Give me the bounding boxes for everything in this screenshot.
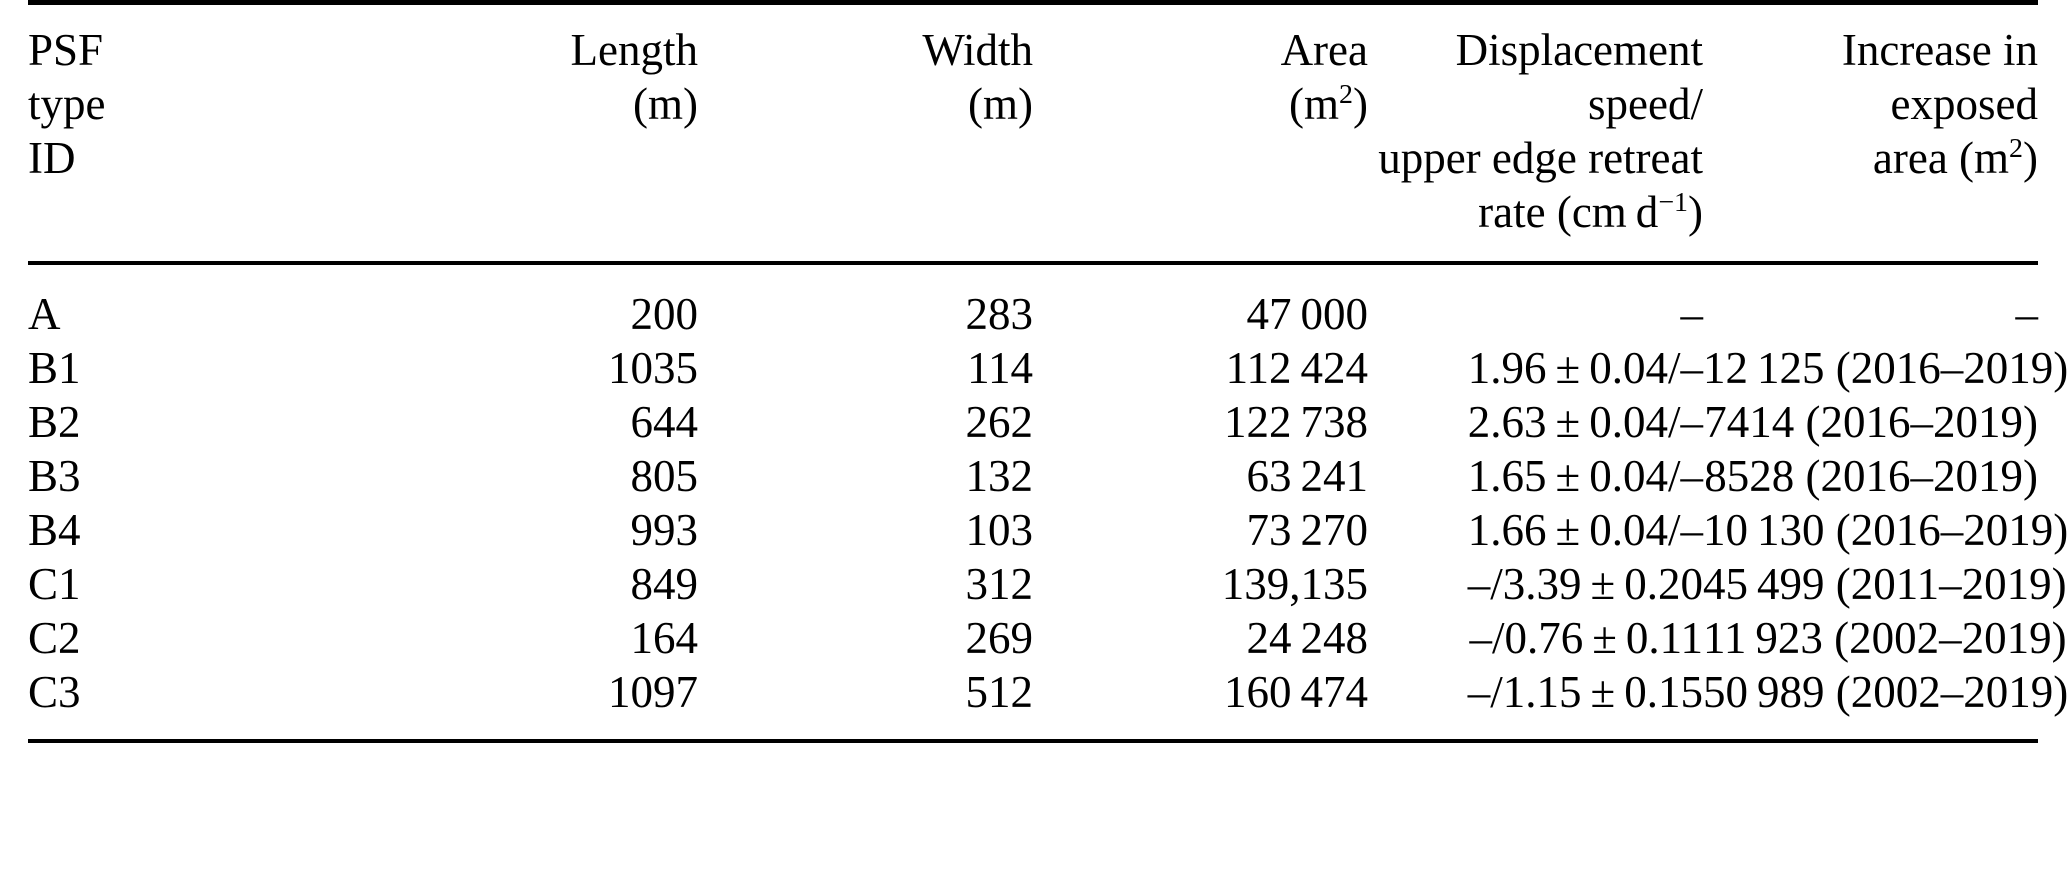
header-line-length-unit: (m): [633, 79, 698, 129]
header-line-id: ID: [28, 133, 76, 183]
cell-exposed-area: 10 130 (2016–2019): [1703, 505, 2067, 555]
table-body: A 200 283 47 000 – – B1 1035 114 112 424…: [28, 265, 2067, 741]
cell-width: 114: [967, 343, 1033, 393]
cell-speed: –/1.15 ± 0.15: [1467, 667, 1703, 717]
cell-speed: –/3.39 ± 0.20: [1467, 559, 1703, 609]
rate-unit-suffix: ): [1688, 187, 1703, 237]
cell-psf-id: C2: [28, 613, 81, 663]
cell-psf-id: B4: [28, 505, 81, 555]
bottom-rule-line: [28, 739, 2038, 745]
cell-psf-id: A: [28, 289, 61, 339]
cell-area: 139,135: [1221, 559, 1368, 609]
cell-area: 73 270: [1246, 505, 1368, 555]
header-line-width-unit: (m): [968, 79, 1033, 129]
exposed-unit-exponent: 2: [2009, 133, 2023, 164]
cell-length: 1097: [608, 667, 698, 717]
table-row: B1 1035 114 112 424 1.96 ± 0.04/– 12 125…: [28, 341, 2067, 395]
cell-area: 24 248: [1246, 613, 1368, 663]
cell-psf-id: C1: [28, 559, 81, 609]
column-header-length: Length (m): [363, 5, 698, 263]
cell-area: 47 000: [1246, 289, 1368, 339]
top-rule-line: [28, 0, 2038, 7]
column-header-increase-exposed-area: Increase in exposed area (m2): [1703, 5, 2038, 263]
cell-speed: 1.65 ± 0.04/–: [1467, 451, 1703, 501]
cell-width: 103: [965, 505, 1034, 555]
exposed-unit-suffix: ): [2023, 133, 2038, 183]
cell-length: 849: [630, 559, 699, 609]
exposed-unit-prefix: area (m: [1872, 133, 2010, 183]
cell-speed: –/0.76 ± 0.11: [1469, 613, 1703, 663]
header-line-psf: PSF: [28, 25, 104, 75]
area-unit-suffix: ): [1353, 79, 1368, 129]
table-row: C2 164 269 24 248 –/0.76 ± 0.11 11 923 (…: [28, 611, 2067, 665]
table-bottom-rule: [28, 739, 2038, 745]
column-header-width: Width (m): [698, 5, 1033, 263]
header-line-length: Length: [570, 25, 698, 75]
header-line-rate-unit: rate (cm d−1): [1368, 185, 1703, 239]
cell-psf-id: B1: [28, 343, 81, 393]
table-footer: [28, 739, 2038, 745]
cell-length: 644: [630, 397, 699, 447]
cell-psf-id: C3: [28, 667, 81, 717]
cell-length: 200: [630, 289, 699, 339]
cell-exposed-area: 12 125 (2016–2019): [1703, 343, 2067, 393]
table-row: A 200 283 47 000 – –: [28, 265, 2038, 341]
cell-speed: 2.63 ± 0.04/–: [1467, 397, 1703, 447]
cell-psf-id: B2: [28, 397, 81, 447]
cell-width: 132: [965, 451, 1034, 501]
cell-length: 993: [630, 505, 699, 555]
cell-speed: 1.66 ± 0.04/–: [1467, 505, 1703, 555]
cell-exposed-area: 8528 (2016–2019): [1704, 451, 2038, 501]
table-row: B2 644 262 122 738 2.63 ± 0.04/– 7414 (2…: [28, 395, 2038, 449]
table-row: C3 1097 512 160 474 –/1.15 ± 0.15 50 989…: [28, 665, 2067, 741]
column-header-displacement-speed: Displacement speed/ upper edge retreat r…: [1368, 5, 1703, 263]
cell-width: 283: [965, 289, 1034, 339]
cell-speed: –: [1680, 289, 1704, 339]
cell-exposed-area: 50 989 (2002–2019): [1703, 667, 2067, 717]
cell-width: 262: [965, 397, 1034, 447]
cell-length: 164: [630, 613, 699, 663]
cell-width: 269: [965, 613, 1034, 663]
table-row: B3 805 132 63 241 1.65 ± 0.04/– 8528 (20…: [28, 449, 2038, 503]
cell-area: 112 424: [1225, 343, 1368, 393]
table-header: PSF type ID Length (m) Width (m): [28, 0, 2038, 267]
header-line-width: Width: [922, 25, 1033, 75]
header-line-increase-in-exposed: Increase in exposed: [1841, 25, 2038, 129]
header-line-exposed-area-unit: area (m2): [1703, 131, 2038, 185]
table-row: B4 993 103 73 270 1.66 ± 0.04/– 10 130 (…: [28, 503, 2067, 557]
table-top-rule: [28, 0, 2038, 7]
cell-exposed-area: –: [2015, 289, 2039, 339]
cell-exposed-area: 45 499 (2011–2019): [1703, 559, 2067, 609]
table-row: C1 849 312 139,135 –/3.39 ± 0.20 45 499 …: [28, 557, 2067, 611]
header-line-displacement-speed: Displacement speed/: [1455, 25, 1703, 129]
header-line-area: Area: [1280, 25, 1368, 75]
column-header-row: PSF type ID Length (m) Width (m): [28, 5, 2038, 263]
cell-width: 512: [965, 667, 1034, 717]
rate-unit-exponent: −1: [1658, 187, 1688, 218]
area-unit-prefix: (m: [1289, 79, 1340, 129]
header-line-area-unit: (m2): [1033, 77, 1368, 131]
cell-exposed-area: 7414 (2016–2019): [1704, 397, 2038, 447]
cell-width: 312: [965, 559, 1034, 609]
cell-area: 122 738: [1223, 397, 1368, 447]
cell-area: 160 474: [1223, 667, 1368, 717]
cell-area: 63 241: [1246, 451, 1368, 501]
header-line-upper-edge-retreat: upper edge retreat: [1378, 133, 1703, 183]
rate-unit-prefix: rate (cm d: [1478, 187, 1659, 237]
cell-length: 805: [630, 451, 699, 501]
header-line-type: type: [28, 79, 106, 129]
psf-data-table: PSF type ID Length (m) Width (m): [28, 0, 2067, 745]
cell-speed: 1.96 ± 0.04/–: [1467, 343, 1703, 393]
cell-psf-id: B3: [28, 451, 81, 501]
cell-length: 1035: [608, 343, 698, 393]
column-header-area: Area (m2): [1033, 5, 1368, 263]
column-header-psf-type-id: PSF type ID: [28, 5, 363, 263]
area-unit-exponent: 2: [1339, 79, 1353, 110]
cell-exposed-area: 11 923 (2002–2019): [1703, 613, 2067, 663]
